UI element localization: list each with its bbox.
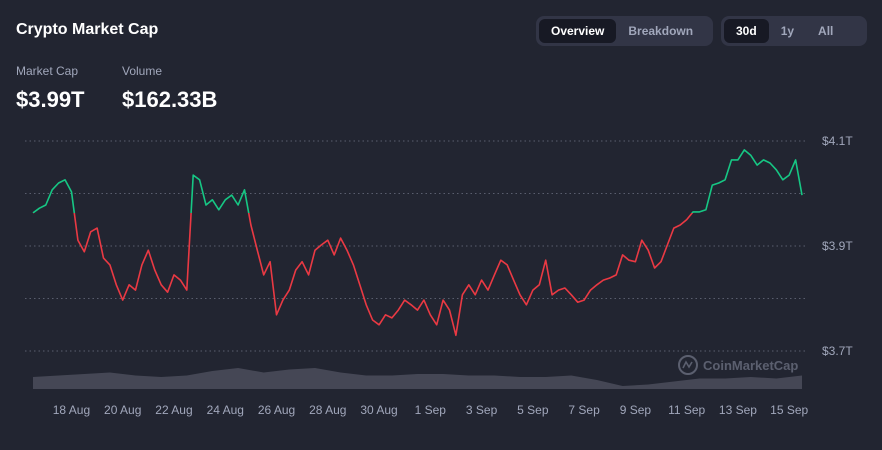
x-tick-label: 18 Aug: [53, 403, 90, 417]
stat-label: Market Cap: [16, 64, 79, 78]
x-tick-label: 5 Sep: [517, 403, 549, 417]
y-tick-label: $3.9T: [822, 239, 853, 253]
x-tick-label: 26 Aug: [258, 403, 295, 417]
stat-value: $162.33B: [122, 87, 218, 112]
watermark: CoinMarketCap: [678, 355, 798, 375]
x-tick-label: 1 Sep: [415, 403, 447, 417]
x-tick-label: 11 Sep: [668, 403, 705, 417]
volume-area: [33, 368, 802, 389]
y-tick-label: $4.1T: [822, 134, 853, 148]
x-tick-label: 7 Sep: [568, 403, 600, 417]
x-tick-label: 3 Sep: [466, 403, 498, 417]
x-tick-label: 24 Aug: [207, 403, 244, 417]
x-tick-label: 22 Aug: [155, 403, 192, 417]
y-tick-label: $3.7T: [822, 344, 853, 358]
tab[interactable]: Overview: [539, 19, 617, 43]
tab[interactable]: All: [818, 24, 834, 38]
title: Crypto Market Cap: [16, 21, 159, 38]
tab[interactable]: 1y: [780, 24, 795, 38]
x-tick-label: 20 Aug: [104, 403, 141, 417]
view-tabs: Overview Breakdown: [536, 16, 713, 46]
stat: Market Cap $3.99T: [16, 64, 85, 113]
watermark-text: CoinMarketCap: [703, 358, 798, 373]
price-line: [32, 149, 803, 337]
tab[interactable]: Breakdown: [628, 24, 694, 38]
stat-label: Volume: [122, 64, 163, 78]
stat: Volume $162.33B: [122, 64, 217, 113]
tab[interactable]: 30d: [724, 19, 769, 43]
x-tick-label: 28 Aug: [309, 403, 346, 417]
stat-value: $3.99T: [16, 87, 85, 112]
x-tick-label: 30 Aug: [360, 403, 397, 417]
x-tick-label: 15 Sep: [770, 403, 808, 417]
range-tabs: 30d 1y All: [721, 16, 867, 46]
x-tick-label: 13 Sep: [719, 403, 757, 417]
x-tick-label: 9 Sep: [620, 403, 652, 417]
